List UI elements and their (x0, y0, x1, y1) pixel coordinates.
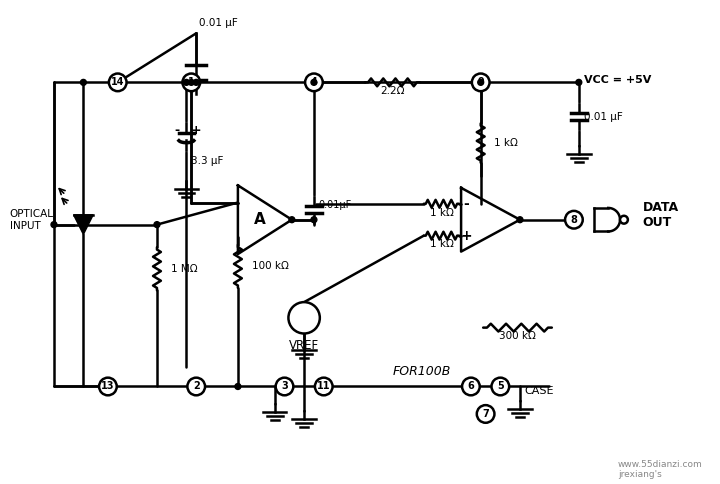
Text: -: - (463, 197, 469, 211)
Circle shape (193, 79, 199, 85)
Circle shape (620, 216, 628, 224)
Circle shape (311, 217, 317, 223)
Text: DATA
OUT: DATA OUT (642, 201, 679, 229)
Text: 5: 5 (497, 381, 504, 392)
Text: 9: 9 (477, 77, 484, 87)
Text: jrexiang's: jrexiang's (618, 470, 662, 479)
Circle shape (478, 79, 484, 85)
Text: 7: 7 (482, 409, 489, 419)
Circle shape (235, 383, 241, 390)
Text: 100 kΩ: 100 kΩ (251, 261, 289, 272)
Text: OPTICAL
INPUT: OPTICAL INPUT (10, 209, 54, 230)
Circle shape (109, 74, 127, 91)
Text: 6: 6 (467, 381, 474, 392)
Circle shape (289, 217, 294, 223)
Text: 2.2Ω: 2.2Ω (380, 86, 405, 96)
Text: 1 kΩ: 1 kΩ (430, 240, 454, 249)
Text: 1: 1 (188, 77, 194, 87)
Circle shape (184, 79, 189, 85)
Circle shape (187, 378, 205, 395)
Circle shape (311, 79, 317, 85)
Text: www.55dianzi.com: www.55dianzi.com (618, 460, 703, 469)
Text: 300 kΩ: 300 kΩ (499, 332, 536, 341)
Circle shape (492, 378, 509, 395)
Text: -: - (174, 124, 179, 137)
Text: 1 kΩ: 1 kΩ (430, 208, 454, 218)
Text: 8: 8 (570, 215, 577, 225)
Text: 3.3 μF: 3.3 μF (192, 156, 224, 166)
Circle shape (576, 79, 582, 85)
Text: 0.01μF: 0.01μF (319, 200, 352, 210)
Text: VCC = +5V: VCC = +5V (584, 76, 651, 85)
Circle shape (517, 217, 523, 223)
Text: 14: 14 (111, 77, 125, 87)
Circle shape (477, 405, 495, 423)
Text: 4: 4 (310, 77, 318, 87)
Circle shape (189, 79, 194, 85)
Text: -: - (302, 319, 307, 329)
Circle shape (565, 211, 582, 228)
Circle shape (81, 79, 86, 85)
Polygon shape (461, 188, 520, 252)
Text: +: + (191, 124, 202, 137)
Text: FOR100B: FOR100B (392, 365, 451, 378)
Circle shape (99, 378, 117, 395)
Circle shape (462, 378, 480, 395)
Text: 1 kΩ: 1 kΩ (495, 138, 518, 148)
Circle shape (51, 222, 57, 227)
Text: 2: 2 (193, 381, 199, 392)
Text: 13: 13 (102, 381, 114, 392)
Text: 0.01 μF: 0.01 μF (199, 18, 238, 29)
Text: 3: 3 (281, 381, 288, 392)
Circle shape (276, 378, 293, 395)
Text: +: + (460, 228, 472, 242)
Polygon shape (238, 185, 292, 254)
Text: 1 MΩ: 1 MΩ (171, 264, 197, 274)
Text: 0.01 μF: 0.01 μF (584, 112, 623, 121)
Circle shape (182, 74, 200, 91)
Polygon shape (73, 215, 93, 234)
Circle shape (305, 74, 323, 91)
Text: +: + (300, 306, 309, 317)
Circle shape (154, 222, 160, 227)
Text: CASE: CASE (525, 386, 554, 396)
Text: A: A (254, 212, 266, 227)
Circle shape (315, 378, 333, 395)
Circle shape (289, 302, 320, 333)
Text: VREF: VREF (289, 339, 319, 352)
Text: 11: 11 (317, 381, 330, 392)
Circle shape (472, 74, 490, 91)
